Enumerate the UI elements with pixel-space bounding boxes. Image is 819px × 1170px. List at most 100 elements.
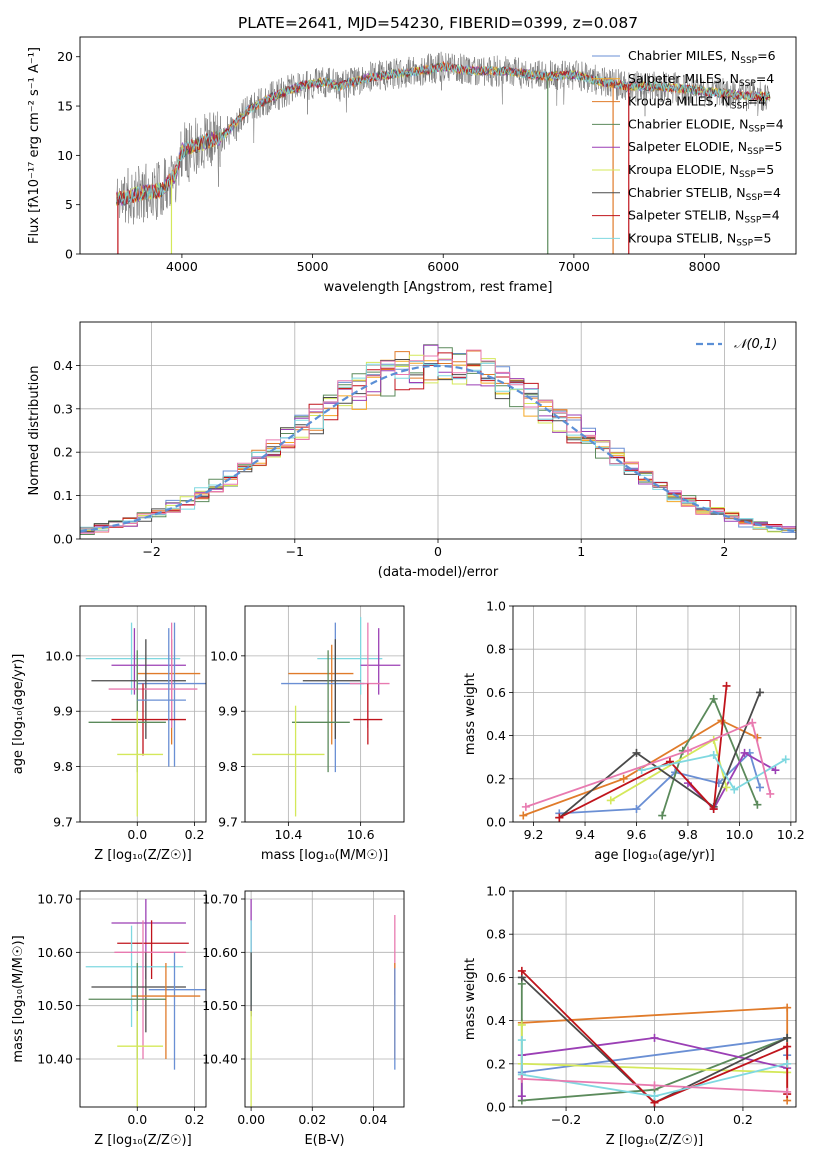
figure-title: PLATE=2641, MJD=54230, FIBERID=0399, z=0… — [238, 14, 638, 32]
mass-weight-marker — [517, 1074, 526, 1083]
mass_weight_vs_Z-frame — [512, 890, 797, 1108]
y-tick-label: 0.4 — [486, 728, 506, 743]
mass_vs_Z-plot-area — [80, 891, 206, 1107]
x-tick-label: 0.0 — [645, 1112, 665, 1127]
mass-weight-marker — [766, 789, 775, 798]
error-bar-point — [111, 628, 186, 695]
mass-weight-marker — [517, 1036, 526, 1045]
y-tick-label: 10.0 — [45, 648, 73, 663]
x-tick-label: −2 — [142, 544, 160, 559]
x-tick-label: 2 — [720, 544, 728, 559]
mass-weight-vs-z-panel: −0.2 0.0 0.2 0.0 0.2 0.4 0.6 0.8 1.0 Z [log₁₀(Z/Z… — [463, 884, 797, 1148]
y-axis-label: age [log₁₀(age/yr)] — [11, 654, 26, 775]
x-tick-label: 0.2 — [185, 827, 205, 842]
legend-entry: Chabrier STELIB, NSSP=4 — [628, 185, 781, 203]
y-tick-label: 10 — [57, 148, 73, 163]
mass-weight-marker — [722, 783, 731, 792]
x-tick-label: 0.2 — [733, 1112, 753, 1127]
mass_weight_vs_Z-plot-area — [513, 891, 796, 1107]
age_vs_mass-plot-area — [245, 606, 404, 822]
x-tick-label: 9.8 — [678, 827, 698, 842]
y-tick-label: 0.2 — [53, 445, 73, 460]
x-axis-label: wavelength [Angstrom, rest frame] — [324, 280, 553, 295]
error-bar-point — [360, 628, 401, 695]
x-axis-label: Z [log₁₀(Z/Z☉)] — [606, 1133, 703, 1148]
y-tick-label: 0.0 — [53, 532, 73, 547]
mass-weight-marker — [650, 1092, 659, 1101]
mass-weight-line-chabrier-stelib — [558, 692, 761, 819]
error-bar-point — [291, 650, 350, 773]
mass-weight-marker — [783, 1087, 792, 1096]
mass-weight-line-kroupa-stelib — [520, 1040, 788, 1098]
residuals-panel: −2 −1 0 1 2 0.0 0.1 0.2 0.3 0.4 (data-model)/error… — [27, 321, 797, 580]
age_vs_mass-frame — [244, 605, 405, 823]
y-tick-label: 10.60 — [37, 945, 73, 960]
y-tick-label: 1.0 — [486, 599, 506, 614]
x-tick-label: 0.02 — [298, 1112, 326, 1127]
y-axis-label: mass weight — [463, 673, 478, 755]
mass-weight-marker — [709, 694, 718, 703]
x-tick-label: 7000 — [558, 259, 590, 274]
y-tick-label: 9.9 — [53, 704, 73, 719]
error-bar-point — [108, 622, 198, 728]
mass-weight-marker — [771, 766, 780, 775]
legend-entry: Salpeter MILES, NSSP=4 — [628, 71, 774, 89]
x-axis-label: age [log₁₀(age/yr)] — [594, 848, 715, 863]
legend-entry: Chabrier MILES, NSSP=6 — [628, 48, 776, 66]
x-axis-label: Z [log₁₀(Z/Z☉)] — [94, 1133, 191, 1148]
mass-vs-z-panel: 0.0 0.2 10.40 10.50 10.60 10.70 Z [log₁₀(Z/Z☉)… — [11, 890, 207, 1148]
mass_weight_vs_age-plot-area — [513, 606, 796, 822]
x-tick-label: 0 — [434, 544, 442, 559]
y-tick-label: 9.7 — [53, 815, 73, 830]
error-bar-point — [137, 628, 186, 767]
mass-weight-marker — [722, 681, 731, 690]
x-axis-label: E(B-V) — [304, 1133, 344, 1148]
y-tick-label: 9.8 — [53, 759, 73, 774]
error-bar-point — [91, 952, 186, 1033]
legend-entry: Salpeter ELODIE, NSSP=5 — [628, 139, 782, 157]
y-tick-label: 0.0 — [486, 815, 506, 830]
y-tick-label: 0.8 — [486, 642, 506, 657]
error-bar-point — [117, 1011, 164, 1107]
mass-weight-marker — [650, 1081, 659, 1090]
mass-weight-marker — [650, 1033, 659, 1042]
x-tick-label: 9.4 — [575, 827, 595, 842]
mass-weight-marker — [517, 1020, 526, 1029]
y-axis-label: Flux [fλ10⁻¹⁷ erg cm⁻² s⁻¹ A⁻¹] — [27, 47, 42, 244]
y-tick-label: 0.6 — [486, 970, 506, 985]
mass-weight-marker — [606, 796, 615, 805]
spectrum-legend: Chabrier MILES, NSSP=6 Salpeter MILES, NS… — [592, 48, 784, 248]
error-bar-point — [353, 683, 383, 745]
mass_vs_ebv-frame — [244, 890, 405, 1108]
spectrum-panel: 4000 5000 6000 7000 8000 0 5 10 15 20 wavelength [… — [27, 36, 797, 295]
model-spectrum-kroupa-stelib — [116, 62, 770, 205]
x-tick-label: 10.4 — [274, 827, 302, 842]
y-tick-label: 10.50 — [202, 998, 238, 1013]
x-tick-label: −1 — [286, 544, 304, 559]
mass-weight-marker — [755, 783, 764, 792]
y-tick-label: 0.0 — [486, 1100, 506, 1115]
error-bar-point — [117, 920, 189, 979]
mass-weight-marker — [709, 805, 718, 814]
histogram-pink — [80, 349, 796, 534]
x-tick-label: 0.2 — [185, 1112, 205, 1127]
x-tick-label: 0.00 — [237, 1112, 265, 1127]
mass-weight-marker — [781, 755, 790, 764]
y-tick-label: 10.40 — [202, 1052, 238, 1067]
error-bar-point — [252, 705, 325, 817]
age-vs-z-panel: 0.0 0.2 9.7 9.8 9.9 10.0 Z [log₁₀(Z/Z☉)] age [l… — [11, 605, 207, 863]
mass-weight-line-pink — [525, 721, 772, 808]
age_vs_Z-frame — [79, 605, 207, 823]
y-tick-label: 0 — [65, 247, 73, 262]
legend-entry: Salpeter STELIB, NSSP=4 — [628, 208, 780, 226]
mass-weight-marker — [709, 751, 718, 760]
mass-weight-line-kroupa-stelib — [641, 753, 787, 791]
normal-curve-line — [80, 364, 796, 533]
x-axis-label: mass [log₁₀(M/M☉)] — [261, 848, 388, 863]
error-bar-point — [148, 952, 206, 1070]
mass_vs_ebv-plot-area — [245, 891, 404, 1107]
spectrum-frame — [79, 36, 797, 255]
mass-weight-marker — [755, 688, 764, 697]
error-bar-point — [117, 711, 164, 817]
